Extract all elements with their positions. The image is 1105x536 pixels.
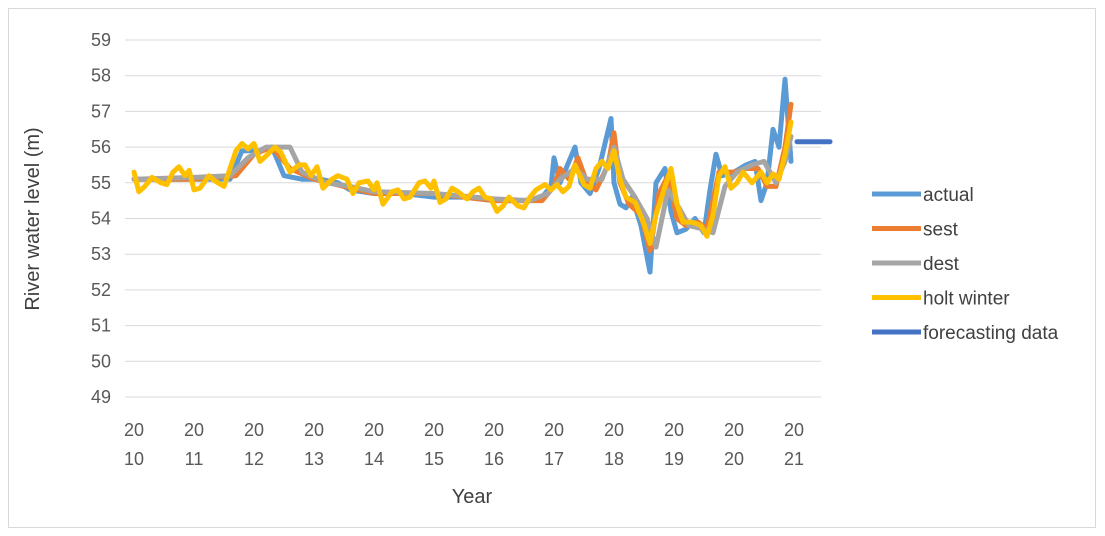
x-tick-label: 20 xyxy=(724,449,744,469)
x-tick-label: 11 xyxy=(185,449,204,469)
y-tick-labels: 49 50 51 52 53 54 55 56 57 58 59 xyxy=(91,30,111,407)
legend-label: sest xyxy=(923,220,959,241)
legend: actual sest dest holt winter forecasting dat… xyxy=(872,185,1059,344)
legend-label: actual xyxy=(923,185,974,206)
legend-label: dest xyxy=(923,254,960,275)
y-tick-label: 53 xyxy=(91,244,111,264)
y-tick-label: 55 xyxy=(91,173,111,193)
x-tick-label: 10 xyxy=(124,449,144,469)
x-tick-label: 20 xyxy=(664,420,684,440)
x-tick-label: 20 xyxy=(724,420,744,440)
gridlines xyxy=(125,39,821,398)
series-lines xyxy=(131,76,833,275)
y-axis-title: River water level (m) xyxy=(22,127,44,310)
y-tick-label: 51 xyxy=(91,316,111,336)
x-tick-label: 20 xyxy=(304,420,324,440)
x-tick-label: 20 xyxy=(364,420,384,440)
x-tick-label: 20 xyxy=(184,420,204,440)
x-tick-label: 18 xyxy=(604,449,624,469)
x-tick-label: 13 xyxy=(304,449,324,469)
x-tick-label: 21 xyxy=(784,449,804,469)
x-tick-label: 16 xyxy=(484,449,504,469)
x-tick-label: 20 xyxy=(424,420,444,440)
legend-label: forecasting data xyxy=(923,323,1059,344)
x-tick-label: 20 xyxy=(544,420,564,440)
x-tick-label: 17 xyxy=(544,449,564,469)
legend-label: holt winter xyxy=(923,289,1010,310)
x-tick-label: 19 xyxy=(664,449,684,469)
x-tick-labels: 20 10 20 11 20 12 20 13 20 14 20 15 20 16 20 17 20 18 20 19… xyxy=(124,420,804,469)
y-tick-label: 59 xyxy=(91,30,111,50)
y-tick-label: 50 xyxy=(91,351,111,371)
x-tick-label: 15 xyxy=(424,449,444,469)
chart-frame: 49 50 51 52 53 54 55 56 57 58 59 20 10 20 11 20 12 20 13 2… xyxy=(8,8,1096,528)
y-tick-label: 52 xyxy=(91,280,111,300)
x-tick-label: 20 xyxy=(124,420,144,440)
x-axis-title: Year xyxy=(452,486,493,508)
x-tick-label: 20 xyxy=(244,420,264,440)
x-tick-label: 12 xyxy=(244,449,264,469)
x-tick-label: 20 xyxy=(604,420,624,440)
y-tick-label: 54 xyxy=(91,209,111,229)
x-tick-label: 20 xyxy=(784,420,804,440)
x-tick-label: 20 xyxy=(484,420,504,440)
y-tick-label: 49 xyxy=(91,387,111,407)
series-line-holt-winter xyxy=(131,119,794,246)
x-tick-label: 14 xyxy=(364,449,384,469)
y-tick-label: 58 xyxy=(91,66,111,86)
series-line-dest xyxy=(131,133,794,250)
y-tick-label: 56 xyxy=(91,137,111,157)
y-tick-label: 57 xyxy=(91,101,111,121)
